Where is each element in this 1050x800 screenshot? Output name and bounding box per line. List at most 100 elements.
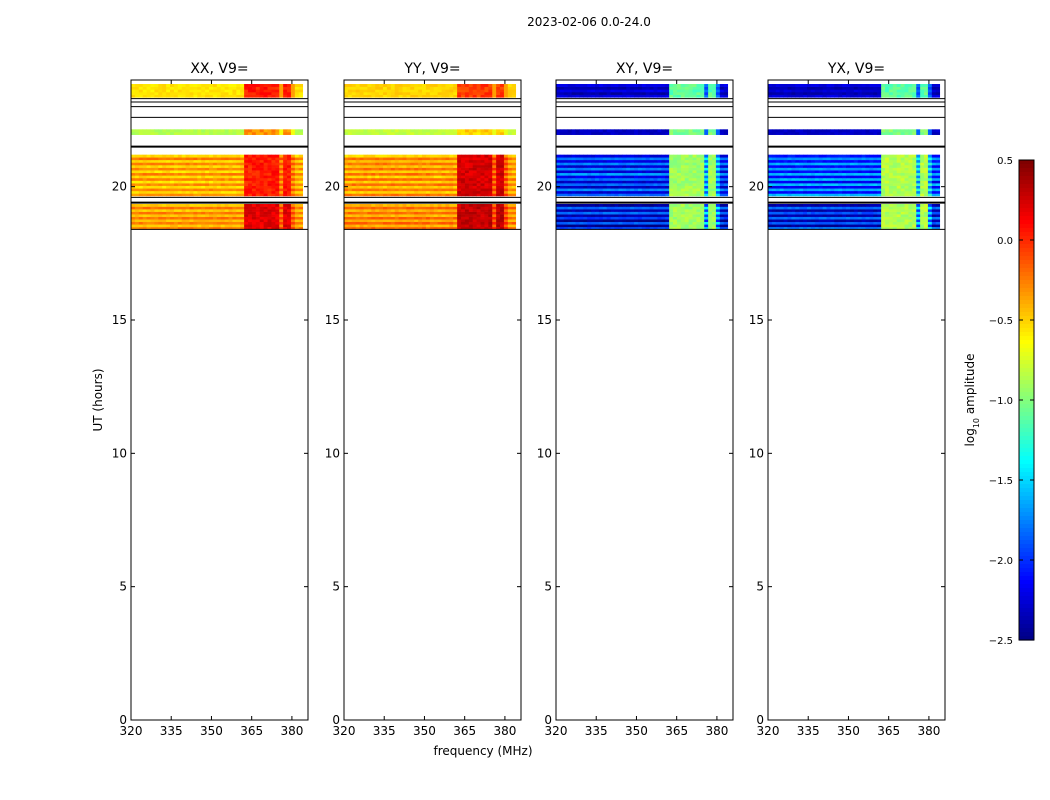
heatmap-cell (347, 84, 353, 87)
heatmap-cell (390, 129, 396, 133)
heatmap-cell (425, 92, 431, 95)
heatmap-cell (595, 180, 600, 184)
heatmap-cell (715, 172, 721, 176)
heatmap-cell (692, 132, 697, 135)
heatmap-cell (177, 170, 183, 174)
heatmap-cell (457, 221, 462, 225)
heatmap-cell (873, 92, 878, 95)
heatmap-cell (433, 221, 439, 225)
heatmap-cell (657, 92, 662, 95)
heatmap-cell (429, 129, 435, 133)
heatmap-cell (433, 209, 439, 212)
heatmap-cell (484, 188, 489, 192)
heatmap-cell (472, 177, 478, 181)
heatmap-cell (142, 84, 147, 87)
heatmap-cell (445, 214, 450, 217)
heatmap-cell (595, 188, 600, 192)
heatmap-cell (240, 209, 245, 212)
heatmap-cell (138, 224, 144, 228)
heatmap-cell (189, 219, 194, 223)
heatmap-cell (344, 170, 349, 174)
heatmap-cell (830, 94, 835, 98)
heatmap-cell (457, 180, 462, 184)
heatmap-cell (287, 167, 292, 171)
heatmap-cell (708, 219, 713, 223)
heatmap-cell (795, 190, 800, 194)
heatmap-cell (614, 170, 619, 174)
heatmap-cell (406, 206, 411, 210)
heatmap-cell (170, 84, 175, 87)
heatmap-cell (390, 204, 396, 207)
heatmap-cell (216, 92, 222, 95)
heatmap-cell (795, 129, 800, 133)
heatmap-cell (134, 219, 140, 223)
heatmap-cell (834, 190, 839, 194)
heatmap-cell (181, 172, 187, 176)
heatmap-cell (347, 211, 353, 215)
heatmap-cell (476, 211, 481, 215)
heatmap-cell (472, 211, 478, 215)
heatmap-cell (429, 206, 435, 210)
heatmap-cell (248, 89, 253, 93)
heatmap-cell (433, 159, 439, 163)
heatmap-cell (185, 154, 190, 158)
heatmap-cell (700, 165, 705, 168)
heatmap-cell (414, 170, 419, 174)
heatmap-cell (236, 159, 241, 163)
heatmap-cell (704, 86, 709, 90)
heatmap-cell (390, 180, 396, 184)
heatmap-cell (857, 86, 863, 90)
heatmap-cell (622, 159, 627, 163)
heatmap-cell (496, 132, 501, 135)
heatmap-cell (645, 94, 651, 98)
heatmap-cell (457, 190, 462, 194)
heatmap-cell (700, 209, 705, 212)
heatmap-cell (649, 183, 654, 186)
heatmap-cell (294, 92, 300, 95)
heatmap-cell (653, 157, 658, 161)
heatmap-cell (224, 170, 229, 174)
heatmap-cell (602, 159, 608, 163)
heatmap-cell (676, 226, 682, 230)
heatmap-cell (131, 209, 136, 212)
heatmap-cell (170, 165, 175, 168)
heatmap-cell (626, 224, 631, 228)
heatmap-cell (453, 170, 458, 174)
heatmap-cell (379, 159, 384, 163)
heatmap-cell (563, 167, 569, 171)
heatmap-cell (371, 204, 376, 207)
heatmap-cell (684, 162, 690, 166)
heatmap-cell (645, 170, 651, 174)
heatmap-cell (892, 84, 898, 87)
heatmap-cell (429, 216, 435, 220)
heatmap-cell (437, 157, 442, 161)
heatmap-cell (787, 129, 792, 133)
heatmap-cell (351, 165, 357, 168)
heatmap-cell (657, 183, 662, 186)
heatmap-cell (205, 183, 210, 186)
heatmap-cell (723, 159, 729, 163)
heatmap-cell (177, 172, 183, 176)
heatmap-cell (414, 157, 419, 161)
heatmap-cell (503, 193, 509, 197)
heatmap-cell (193, 132, 198, 135)
heatmap-cell (927, 193, 933, 197)
heatmap-cell (492, 206, 497, 210)
heatmap-cell (846, 132, 851, 135)
heatmap-cell (476, 183, 481, 186)
heatmap-cell (511, 204, 517, 207)
heatmap-cell (146, 162, 151, 166)
heatmap-cell (885, 84, 890, 87)
heatmap-cell (464, 86, 470, 90)
heatmap-cell (142, 162, 147, 166)
heatmap-cell (185, 180, 190, 184)
heatmap-cell (224, 224, 229, 228)
heatmap-cell (920, 89, 925, 93)
heatmap-cell (885, 193, 890, 197)
heatmap-cell (138, 206, 144, 210)
heatmap-cell (255, 219, 261, 223)
heatmap-cell (704, 177, 709, 181)
heatmap-cell (771, 185, 777, 189)
heatmap-cell (162, 185, 167, 189)
heatmap-cell (571, 216, 576, 220)
